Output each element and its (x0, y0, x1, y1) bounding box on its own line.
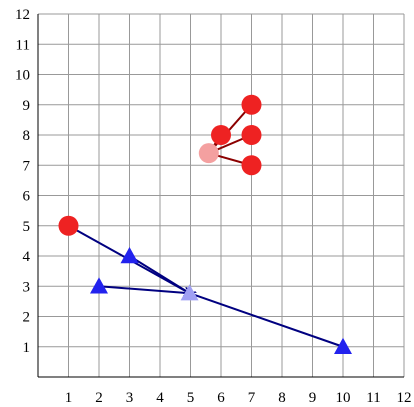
y-tick-label: 5 (23, 219, 31, 235)
y-tick-label: 2 (23, 310, 31, 326)
centroid-circle (198, 143, 219, 164)
x-tick-label: 1 (65, 390, 73, 406)
arrow-to-centroid (209, 104, 253, 153)
y-tick-label: 3 (23, 279, 31, 295)
data-point-circle (241, 94, 262, 115)
y-tick-label: 1 (23, 340, 31, 356)
x-tick-label: 7 (248, 390, 256, 406)
axes (37, 14, 404, 378)
x-tick-label: 5 (187, 390, 195, 406)
data-point-triangle (334, 337, 352, 354)
y-tick-label: 8 (23, 128, 31, 144)
arrow-to-centroid (190, 293, 344, 348)
y-tick-label: 9 (23, 98, 31, 114)
arrow-to-centroid (98, 285, 190, 293)
y-tick-label: 11 (16, 37, 30, 53)
x-tick-label: 6 (217, 390, 225, 406)
centroid-triangle (180, 284, 199, 301)
x-tick-label: 8 (278, 390, 286, 406)
x-tick-label: 10 (336, 390, 351, 406)
grid (38, 13, 405, 377)
x-tick-label: 4 (156, 390, 164, 406)
data-point-triangle (120, 247, 139, 264)
x-tick-label: 11 (366, 390, 380, 406)
x-tick-label: 9 (309, 390, 317, 406)
data-point-triangle (90, 277, 108, 294)
y-tick-label: 7 (23, 158, 31, 174)
data-point-circle (58, 215, 79, 236)
data-points (58, 94, 352, 354)
y-tick-label: 4 (23, 249, 31, 265)
arrow-to-centroid (128, 255, 190, 293)
data-point-circle (241, 155, 262, 176)
y-tick-label: 10 (15, 68, 30, 84)
data-point-circle (211, 125, 231, 145)
x-tick-label: 3 (126, 390, 134, 406)
x-tick-label: 12 (397, 390, 412, 406)
y-tick-label: 6 (23, 189, 31, 205)
x-tick-labels: 1 2 3 4 5 6 7 8 9 10 11 12 (65, 390, 412, 406)
x-tick-label: 2 (95, 390, 103, 406)
data-point-circle (241, 125, 262, 145)
y-tick-label: 12 (15, 7, 30, 23)
